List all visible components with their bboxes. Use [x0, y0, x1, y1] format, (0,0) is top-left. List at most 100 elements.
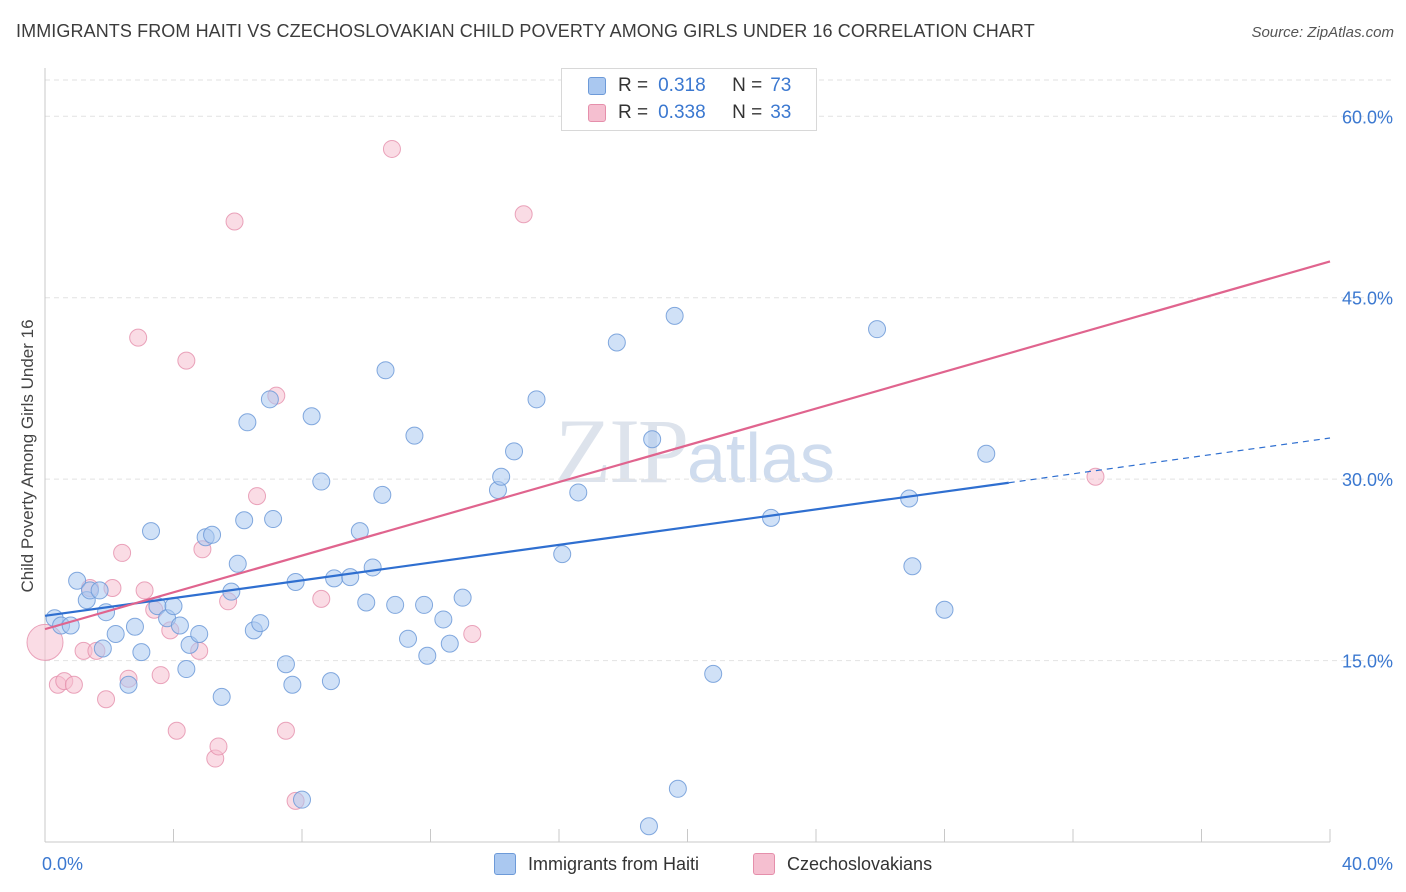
haiti-point: [386, 595, 405, 614]
haiti-point: [90, 581, 109, 600]
haiti-point: [492, 467, 511, 486]
haiti-point: [190, 624, 209, 643]
czech-point: [514, 205, 533, 224]
haiti-trend-extension: [1008, 437, 1331, 484]
haiti-point: [238, 413, 257, 432]
czech-point: [463, 624, 482, 643]
bottom-legend-haiti: Immigrants from Haiti: [494, 852, 699, 876]
haiti-point: [868, 320, 887, 339]
haiti-point: [665, 306, 684, 325]
haiti-point: [903, 557, 922, 576]
haiti-point: [668, 779, 687, 798]
haiti-point: [293, 790, 311, 809]
haiti-point: [142, 522, 161, 541]
haiti-point: [132, 643, 151, 662]
haiti-point: [283, 675, 302, 694]
legend-row-haiti: R = 0.318 N = 73: [588, 74, 791, 98]
haiti-point: [762, 508, 781, 527]
haiti-point: [977, 444, 996, 463]
haiti-point: [505, 442, 524, 461]
czech-point: [113, 543, 132, 562]
haiti-point: [607, 333, 626, 352]
haiti-point: [251, 614, 270, 633]
haiti-point: [93, 639, 112, 658]
haiti-point: [900, 489, 919, 508]
y-tick-label: 60.0%: [1342, 107, 1393, 127]
haiti-point: [363, 558, 382, 577]
czech-point: [151, 666, 170, 685]
haiti-point: [357, 593, 376, 612]
czech-point: [26, 623, 64, 661]
haiti-point: [228, 554, 247, 573]
legend-n-value: 33: [770, 102, 792, 123]
haiti-point: [106, 624, 125, 643]
haiti-point: [405, 426, 424, 445]
haiti-point: [302, 407, 321, 426]
haiti-point: [704, 664, 723, 683]
correlation-legend: R = 0.318 N = 73 R = 0.338 N = 33: [561, 68, 817, 131]
haiti-point: [260, 390, 279, 409]
haiti-point: [203, 525, 222, 544]
bottom-legend-label-haiti: Immigrants from Haiti: [528, 853, 700, 874]
czech-point: [1086, 467, 1105, 486]
source-label: Source: ZipAtlas.com: [1251, 24, 1394, 41]
czech-point: [248, 487, 267, 506]
legend-swatch-czech: [588, 104, 606, 122]
haiti-point: [276, 655, 295, 674]
haiti-point: [235, 511, 254, 530]
chart-title: IMMIGRANTS FROM HAITI VS CZECHOSLOVAKIAN…: [16, 21, 1035, 41]
haiti-point: [119, 675, 138, 694]
czech-point: [276, 721, 295, 740]
haiti-point: [553, 545, 572, 564]
legend-r-value: 0.318: [658, 75, 706, 96]
haiti-point: [569, 483, 588, 502]
bottom-legend-czech: Czechoslovakians: [753, 852, 932, 876]
haiti-point: [170, 616, 189, 635]
haiti-point: [440, 634, 459, 653]
haiti-point: [325, 569, 344, 588]
y-tick-label: 45.0%: [1342, 289, 1393, 309]
bottom-legend-label-czech: Czechoslovakians: [787, 853, 933, 874]
czech-point: [225, 212, 244, 231]
legend-r-label: R =: [618, 102, 649, 123]
legend-r-label: R =: [618, 75, 649, 96]
czech-point: [312, 589, 331, 608]
haiti-point: [376, 361, 395, 380]
legend-n-value: 73: [770, 75, 792, 96]
y-tick-label: 15.0%: [1342, 652, 1393, 672]
haiti-point: [434, 610, 453, 629]
haiti-point: [399, 629, 418, 648]
czech-point: [97, 690, 116, 709]
haiti-point: [935, 600, 954, 619]
czech-point: [177, 351, 196, 370]
haiti-point: [68, 571, 87, 590]
axes: [44, 68, 1331, 843]
haiti-point: [177, 660, 196, 679]
haiti-point: [418, 646, 437, 665]
legend-n-label: N =: [732, 75, 763, 96]
trend-lines: [44, 260, 1331, 631]
haiti-point: [125, 617, 144, 636]
y-tick-label: 30.0%: [1342, 470, 1393, 490]
data-points: [26, 139, 1105, 836]
haiti-point: [312, 472, 331, 491]
czech-point: [209, 737, 228, 756]
legend-swatch-haiti: [588, 77, 606, 95]
haiti-point: [321, 672, 340, 691]
haiti-point: [264, 510, 283, 529]
bottom-legend-swatch-haiti: [494, 853, 516, 875]
czech-point: [382, 139, 401, 158]
haiti-point: [527, 390, 546, 409]
haiti-point: [164, 597, 183, 616]
x-tick-label: 40.0%: [1342, 854, 1393, 874]
tick-labels: 15.0% 30.0% 45.0% 60.0% 0.0% 40.0%: [42, 107, 1393, 874]
bottom-legend-swatch-czech: [753, 853, 775, 875]
haiti-point: [341, 568, 360, 587]
czech-point: [167, 721, 186, 740]
haiti-point: [643, 430, 662, 449]
watermark-atlas: atlas: [687, 419, 835, 497]
grid-lines: [45, 79, 1395, 662]
haiti-point: [639, 817, 658, 836]
haiti-point: [453, 588, 472, 607]
